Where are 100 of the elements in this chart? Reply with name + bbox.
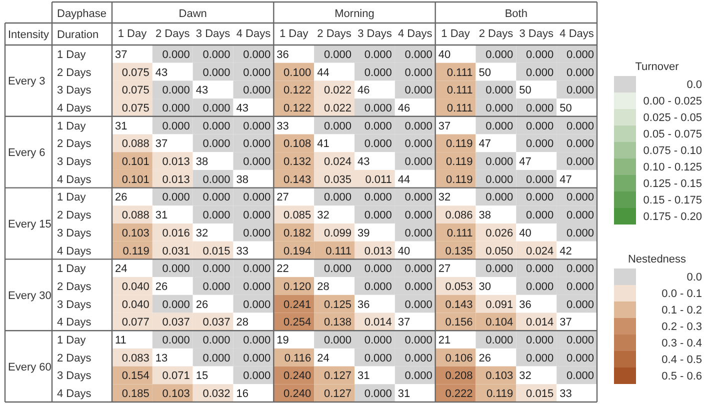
data-label: 0.000 <box>162 334 190 347</box>
text: Nestedness <box>628 254 687 266</box>
text: Every 60 <box>8 361 52 374</box>
data-label: 44 <box>317 66 330 79</box>
data-label: 0.000 <box>162 48 190 61</box>
data-label: 0.138 <box>324 316 352 329</box>
data-label: 0.000 <box>404 298 432 311</box>
data-label: 11 <box>115 334 126 347</box>
data-label: 0.000 <box>324 120 352 132</box>
data-label: 43 <box>358 156 370 168</box>
data-label: 0.000 <box>566 210 594 222</box>
data-label: 0.119 <box>122 245 150 258</box>
data-label: 0.000 <box>566 263 594 276</box>
text: 0.0 <box>686 272 702 284</box>
data-label: 0.116 <box>284 352 312 364</box>
data-label: 0.000 <box>162 298 190 311</box>
data-label: 0.000 <box>364 48 392 61</box>
data-label: 0.000 <box>486 102 514 114</box>
data-label: 0.122 <box>284 84 312 97</box>
data-label: 0.108 <box>284 138 312 150</box>
data-label: 0.000 <box>486 48 514 61</box>
data-label: 0.000 <box>243 138 271 150</box>
data-label: 42 <box>560 245 572 258</box>
data-label: 0.024 <box>526 245 554 258</box>
data-label: 0.000 <box>526 174 554 186</box>
data-label: 0.000 <box>243 298 271 311</box>
data-label: 0.119 <box>446 174 473 186</box>
y-tick-label: 3 Days <box>57 370 92 382</box>
data-label: 26 <box>115 192 128 204</box>
data-label: 15 <box>196 370 208 382</box>
data-label: 0.000 <box>566 227 594 240</box>
data-label: 0.000 <box>243 192 271 204</box>
data-label: 0.135 <box>445 245 473 258</box>
data-label: 32 <box>317 210 330 222</box>
data-label: 0.000 <box>364 120 392 132</box>
data-label: 36 <box>358 298 370 311</box>
x-tick-label: 4 Days <box>560 28 594 40</box>
data-label: 0.000 <box>526 48 554 61</box>
data-label: 33 <box>236 245 248 258</box>
data-label: 40 <box>398 245 410 258</box>
data-label: 0.000 <box>243 120 271 132</box>
data-label: 0.120 <box>284 280 312 293</box>
data-label: 0.101 <box>122 156 150 168</box>
data-label: 0.000 <box>243 280 271 293</box>
data-label: 31 <box>398 388 410 400</box>
data-label: 0.132 <box>284 156 312 168</box>
data-label: 0.000 <box>404 84 432 97</box>
data-label: 0.000 <box>162 263 190 276</box>
data-label: 0.000 <box>202 192 230 204</box>
data-label: 0.000 <box>486 192 514 204</box>
data-label: 0.000 <box>566 120 594 132</box>
data-label: 16 <box>236 388 248 400</box>
y-axis-title: Intensity <box>8 29 50 41</box>
data-label: 37 <box>560 316 572 329</box>
data-label: 0.143 <box>284 174 312 186</box>
y-tick-label: 3 Days <box>57 227 92 240</box>
text: 0.0 - 0.1 <box>662 288 702 300</box>
text: 0.05 - 0.075 <box>643 128 702 140</box>
data-label: 0.000 <box>404 192 432 204</box>
y-tick-label: 4 Days <box>57 245 92 258</box>
data-label: 0.013 <box>364 245 392 258</box>
text: 0.075 - 0.10 <box>643 145 702 157</box>
data-label: 0.000 <box>566 334 594 347</box>
data-label: 0.125 <box>324 298 352 311</box>
data-label: 0.088 <box>122 210 150 222</box>
data-label: 0.000 <box>486 84 514 97</box>
data-label: 0.194 <box>284 245 312 258</box>
text: 0.175 - 0.20 <box>643 211 702 223</box>
data-label: 0.000 <box>566 280 594 293</box>
text: 0.125 - 0.15 <box>643 178 702 190</box>
data-label: 0.240 <box>284 388 312 400</box>
data-label: 37 <box>155 138 168 150</box>
data-label: 0.040 <box>122 298 150 311</box>
data-label: 0.000 <box>486 120 514 132</box>
data-label: 0.000 <box>566 48 594 61</box>
x-tick-label: 3 Days <box>196 28 231 40</box>
y-tick-label: 2 Days <box>57 210 92 222</box>
y-tick-label: 2 Days <box>57 352 92 364</box>
data-label: 0.000 <box>202 210 230 222</box>
data-label: 0.000 <box>404 66 432 79</box>
data-label: 0.106 <box>445 352 473 364</box>
data-label: 0.111 <box>446 66 473 79</box>
data-label: 0.000 <box>364 66 392 79</box>
text: 0.00 - 0.025 <box>643 96 702 108</box>
y-tick-label: 1 Day <box>57 263 86 276</box>
data-label: 0.185 <box>122 388 150 400</box>
data-label: 0.085 <box>284 210 312 222</box>
data-label: 46 <box>398 102 410 114</box>
data-label: 41 <box>317 138 330 150</box>
data-label: 0.143 <box>445 298 473 311</box>
data-label: 0.000 <box>364 192 392 204</box>
data-label: 31 <box>358 370 370 382</box>
y-tick-label: 4 Days <box>57 174 92 186</box>
y-tick-label: 1 Day <box>57 334 86 347</box>
data-label: 0.000 <box>202 102 230 114</box>
y-tick-label: 2 Days <box>57 66 92 79</box>
data-label: 0.000 <box>404 210 432 222</box>
text: Every 15 <box>8 218 52 230</box>
data-label: 0.091 <box>486 298 514 311</box>
text: Both <box>504 8 528 20</box>
